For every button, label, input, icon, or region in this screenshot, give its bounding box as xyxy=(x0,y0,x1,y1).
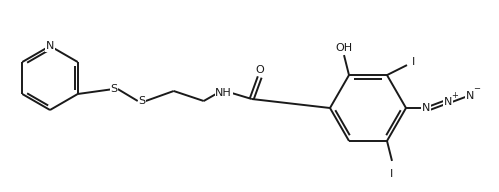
Text: N: N xyxy=(422,103,430,113)
Text: N: N xyxy=(46,41,54,51)
Text: I: I xyxy=(412,57,415,67)
Text: O: O xyxy=(255,65,264,75)
Text: N: N xyxy=(466,91,474,101)
Text: S: S xyxy=(138,96,145,106)
Text: NH: NH xyxy=(216,88,232,98)
Text: OH: OH xyxy=(335,43,353,53)
Text: +: + xyxy=(452,90,459,99)
Text: S: S xyxy=(110,84,117,94)
Text: −: − xyxy=(474,84,481,94)
Text: I: I xyxy=(390,169,394,179)
Text: N: N xyxy=(444,97,452,107)
